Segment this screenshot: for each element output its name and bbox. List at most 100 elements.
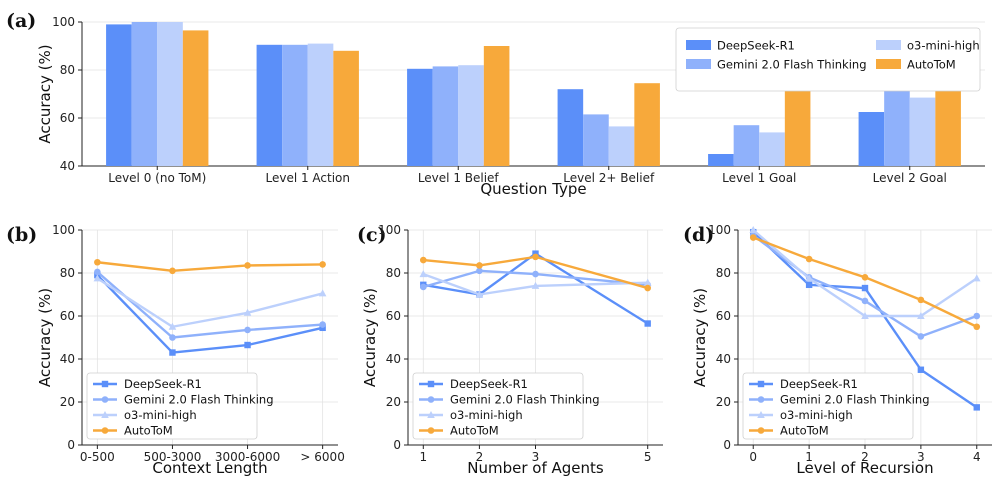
bar [583,114,609,166]
legend-label: AutoToM [450,424,499,438]
legend-marker [101,411,109,418]
series-line [96,274,323,354]
x-tick-label: 2 [476,450,484,464]
x-axis-title: Level of Recursion [796,459,933,477]
panel-label: (a) [6,10,36,32]
legend-label: Gemini 2.0 Flash Thinking [450,393,600,407]
data-point [244,326,251,334]
bar [131,22,158,166]
y-tick-label: 40 [386,352,401,366]
y-tick-label: 100 [52,15,75,29]
y-tick-label: 0 [67,438,75,452]
data-point [917,296,925,304]
y-axis-title: Accuracy (%) [36,288,54,387]
y-axis-title: Accuracy (%) [361,288,379,387]
panel-a: (a) 40 60 80 100 Level 0 (no ToM) Level 1 Acti… [6,10,985,198]
data-point [93,274,102,282]
data-point [532,253,539,261]
y-tick-label: 40 [716,352,731,366]
x-tick-label: 2 [861,450,869,464]
x-tick-label: Level 2+ Belief [563,171,655,185]
x-tick-label: Level 1 Action [265,171,350,185]
y-axis-title: Accuracy (%) [36,44,54,143]
bar [733,125,760,166]
data-point [168,322,177,330]
data-point [917,366,925,373]
series-line [423,252,649,325]
data-point [318,289,327,297]
data-point [419,270,428,278]
x-tick-label: Level 1 Belief [418,171,500,185]
legend-marker [427,427,435,434]
data-point [749,234,757,241]
legend-label: AutoToM [780,424,829,438]
legend-label: o3-mini-high [907,39,980,53]
bar [458,65,484,166]
bar [282,44,308,166]
data-point [169,334,176,341]
y-axis-title: Accuracy (%) [691,288,709,387]
panel-d: (d) 0 20 40 60 80 100 0 1 2 3 4 Level of Recursion Ac… [683,223,992,477]
legend-marker [427,411,435,418]
bar [909,97,936,166]
data-point [861,297,869,305]
data-point [531,281,540,289]
y-tick-label: 20 [716,395,731,409]
bar [634,83,660,166]
legend-swatch [876,40,901,50]
data-point [749,226,758,233]
data-point [973,404,980,411]
series-line [97,261,323,273]
y-tick-label: 20 [386,395,401,409]
data-point [169,349,176,356]
legend-box [86,372,258,440]
bar [333,50,359,166]
legend-marker [427,396,435,403]
data-point [319,261,326,268]
data-point [973,312,981,320]
legend-box [412,372,584,440]
panel-b: (b) 0 20 40 60 80 100 0-500 500-3000 3000-6000 > 6… [6,223,345,477]
bar [256,44,283,166]
legend-marker [427,380,435,388]
data-point [94,258,101,266]
x-tick-label: 3 [532,450,540,464]
legend-marker [101,396,109,403]
legend-label: DeepSeek-R1 [450,377,528,391]
x-tick-label: 0-500 [80,450,115,464]
y-tick-label: 80 [60,63,75,77]
legend-label: DeepSeek-R1 [780,377,858,391]
data-point [861,312,869,319]
data-point [532,270,539,278]
y-tick-label: 60 [60,111,75,125]
legend-label: DeepSeek-R1 [717,39,795,53]
data-point [319,321,326,328]
x-axis-title: Number of Agents [467,459,604,477]
data-point [420,283,427,291]
data-point [475,290,484,298]
y-tick-label: 0 [393,438,401,452]
series-line [423,255,649,290]
bar [608,126,635,166]
legend-swatch [686,40,711,50]
x-tick-label: 3 [917,450,925,464]
data-point [917,312,925,319]
bar [557,89,584,166]
legend-swatch [876,59,901,69]
data-point [243,308,252,316]
bar [307,43,334,166]
legend-label: Gemini 2.0 Flash Thinking [780,393,930,407]
x-axis-title: Question Type [480,180,586,198]
legend-marker [757,380,765,388]
bar [182,30,209,167]
series-line [96,271,323,339]
x-tick-label: 4 [973,450,981,464]
legend-label: AutoToM [124,424,173,438]
data-point [643,278,652,286]
x-tick-label: Level 0 (no ToM) [108,171,206,185]
